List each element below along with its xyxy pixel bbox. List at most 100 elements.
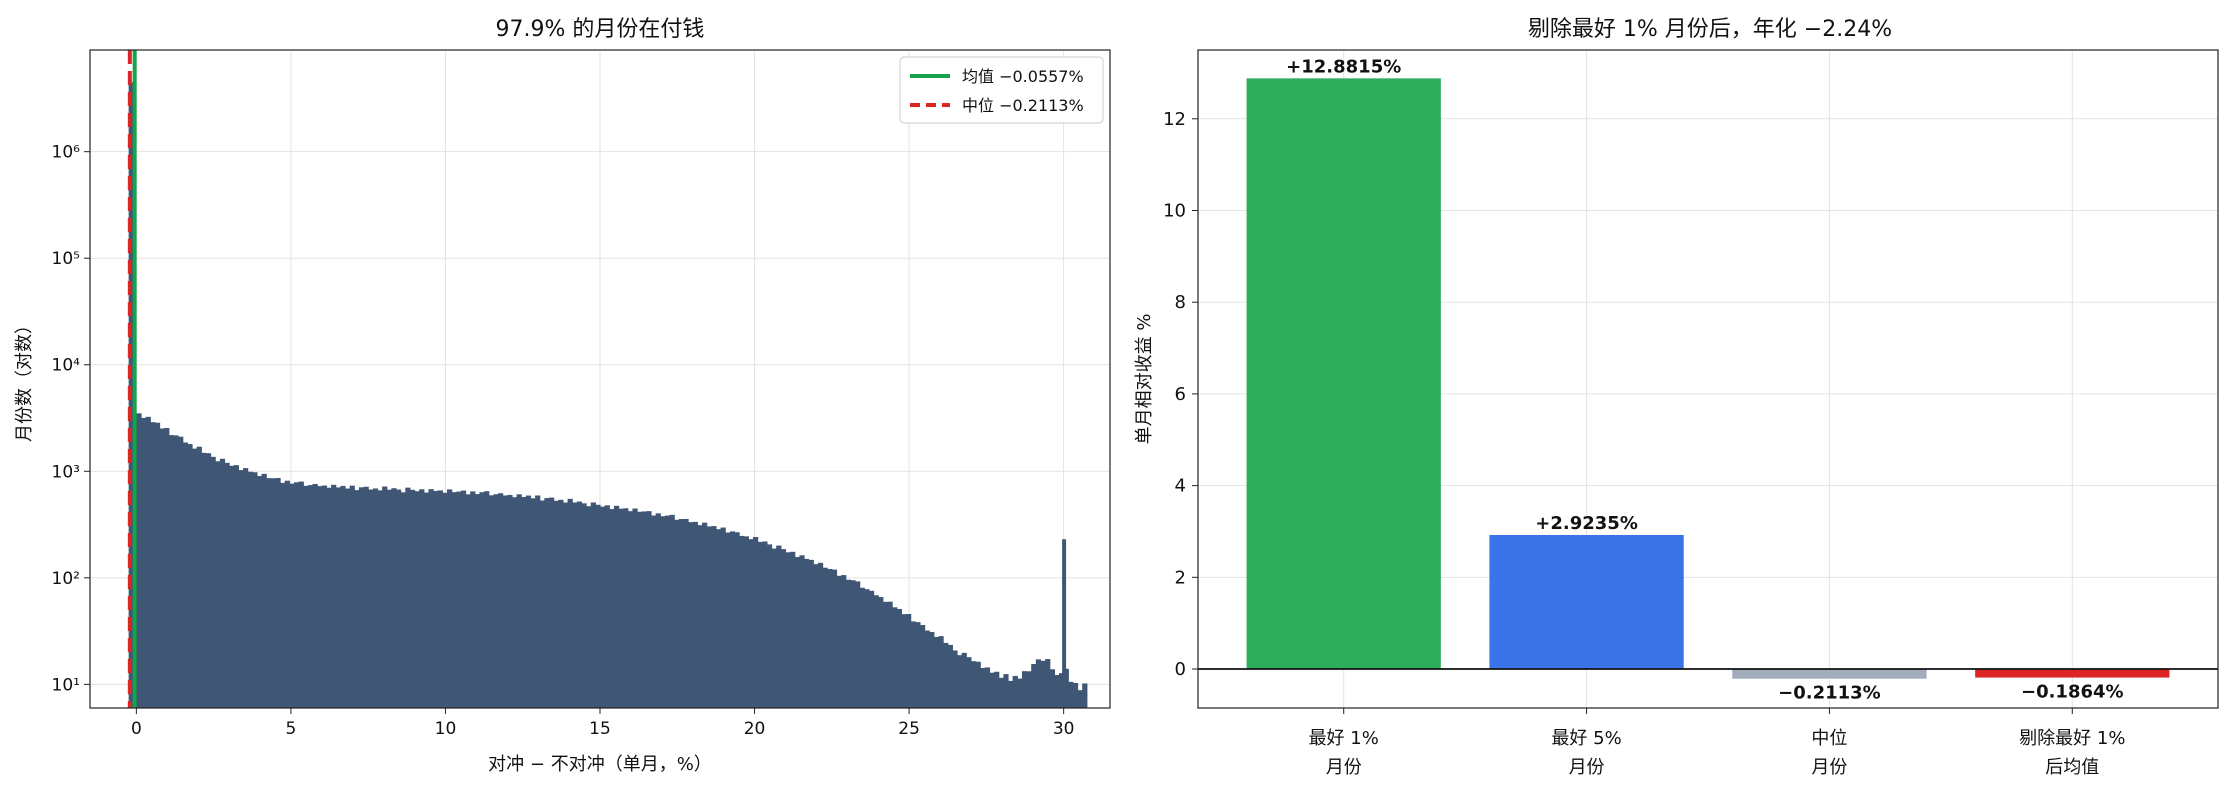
histogram-bar [558,499,564,708]
histogram-bar [150,422,156,708]
histogram-bar [173,435,179,708]
histogram-bar [238,470,244,708]
histogram-x-tick-label: 25 [898,719,920,739]
histogram-bar [595,504,601,708]
histogram-bar [294,482,300,708]
category-label-line2: 月份 [1811,757,1847,778]
histogram-bar [493,494,499,708]
legend: 均值 −0.0557% 中位 −0.2113% [899,56,1104,124]
histogram-x-tick-label: 0 [131,719,142,739]
category-label-line2: 后均值 [2045,757,2099,778]
bar-chart-y-tick-label: 0 [1175,659,1186,680]
histogram-bar [474,494,481,708]
histogram-bar [488,495,494,708]
histogram-bar [804,558,810,708]
histogram-bar [896,608,902,708]
legend-median-label: 中位 −0.2113% [962,96,1084,115]
histogram-bar [331,484,337,708]
histogram-bar [984,667,991,708]
histogram-bar [697,525,703,708]
histogram-bar [600,506,606,708]
histogram-bar [715,529,722,708]
histogram-bar [136,413,142,708]
histogram-bar [280,482,286,708]
histogram-x-tick-label: 15 [589,719,611,739]
bar-chart-bars [1246,78,2170,679]
histogram-bar [859,587,865,708]
histogram-title: 97.9% 的月份在付钱 [496,17,705,42]
histogram-bar [562,502,569,708]
bar-data-label: −0.1864% [2021,682,2124,703]
histogram-bar [729,531,736,708]
histogram-bar [243,468,249,708]
histogram-bar [368,489,374,708]
histogram-bar [1045,659,1051,708]
histogram-bar [145,416,151,708]
bar-chart-y-axis-label: 单月相对收益 % [1134,314,1155,445]
histogram-bar [808,559,814,708]
histogram-bar [345,488,351,708]
histogram-bar [1072,682,1079,708]
bar-chart-y-tick-label: 6 [1175,384,1186,405]
histogram-bar [196,446,202,708]
bar [1975,669,2170,678]
bar [1732,669,1927,679]
histogram-bar [275,477,281,708]
histogram-bar [766,544,773,708]
category-label-line2: 月份 [1326,757,1362,778]
histogram-bar [516,494,522,708]
histogram-bar [604,505,610,708]
legend-mean-label: 均值 −0.0557% [962,67,1084,86]
histogram-bar [405,487,411,708]
histogram-y-tick-label: 10¹ [52,675,80,695]
histogram-bar [326,487,332,708]
histogram-bar [539,500,545,708]
histogram-y-axis-label: 月份数（对数） [14,316,35,442]
bar [1246,78,1441,670]
histogram-bar [409,489,416,708]
histogram-bar [201,452,207,708]
histogram-bar [303,485,309,708]
histogram-bar [1012,675,1018,708]
bar-chart-panel: 剔除最好 1% 月份后，年化 −2.24% +12.8815% +2.9235% −… [1134,17,2219,778]
histogram-bar [887,601,893,708]
histogram-bar [340,485,346,708]
histogram-bar [1068,681,1074,708]
histogram-bar [572,502,578,708]
histogram-x-ticks: 0 5 10 15 20 25 30 [131,708,1074,739]
histogram-bar [549,497,555,708]
histogram-bar [655,513,661,708]
histogram-bar [753,537,759,708]
histogram-bar [484,491,490,708]
histogram-bar [377,490,383,708]
histogram-bar [873,595,879,708]
histogram-bar [855,581,861,708]
histogram-bar [317,486,323,708]
histogram-bar [525,495,532,708]
histogram-bar [748,539,754,708]
histogram-bar [799,555,805,708]
histogram-bar [1077,690,1083,708]
histogram-bar [530,498,536,708]
histogram-bar [813,564,819,708]
histogram-bar [507,494,513,708]
histogram-bar [669,514,675,708]
histogram-bar [906,613,912,708]
bar-chart-y-tick-label: 4 [1175,476,1186,497]
histogram-bar [553,500,559,708]
histogram-bar [702,522,708,708]
histogram-bar [692,521,698,708]
category-label-line2: 月份 [1569,757,1605,778]
histogram-bar [581,503,587,708]
histogram-bar [674,519,680,708]
histogram-bar [924,630,930,708]
histogram-bar [660,516,666,708]
histogram-bar [915,622,921,708]
histogram-bar [743,536,749,708]
histogram-bar [776,545,782,708]
histogram-bar [1082,683,1088,708]
histogram-x-tick-label: 5 [285,719,296,739]
histogram-bar [252,472,258,708]
histogram-bar [980,667,986,708]
histogram-bar [386,489,392,708]
